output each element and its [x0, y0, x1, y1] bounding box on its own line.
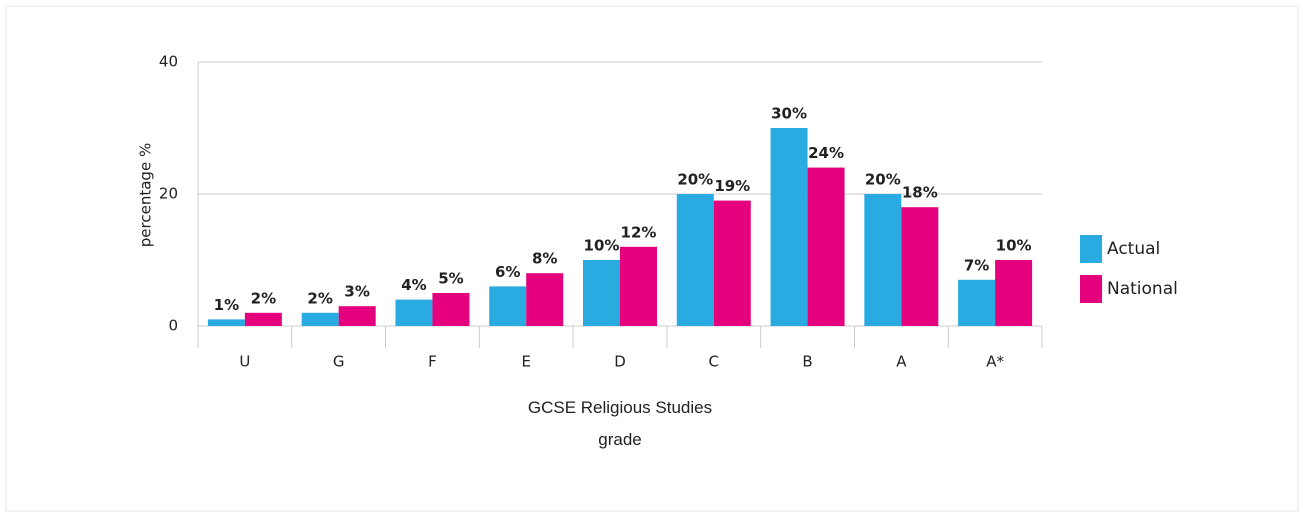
- value-label: 10%: [584, 237, 620, 255]
- bar: [395, 299, 433, 326]
- x-tick-label: A*: [986, 353, 1004, 371]
- legend-label: Actual: [1107, 239, 1160, 259]
- bar: [338, 306, 376, 326]
- value-label: 4%: [401, 276, 426, 294]
- value-label: 12%: [621, 223, 657, 241]
- value-label: 19%: [714, 177, 750, 195]
- legend-label: National: [1107, 279, 1178, 299]
- x-tick-label: F: [428, 353, 437, 371]
- value-label: 8%: [532, 250, 557, 268]
- bar: [901, 207, 939, 326]
- value-label: 5%: [438, 270, 463, 288]
- value-label: 20%: [677, 171, 713, 189]
- bar: [526, 273, 564, 326]
- value-label: 2%: [251, 289, 276, 307]
- x-tick-label: D: [614, 353, 626, 371]
- bar: [207, 319, 245, 326]
- bar: [713, 200, 751, 326]
- legend-swatch: [1080, 235, 1102, 263]
- value-label: 18%: [902, 184, 938, 202]
- value-label: 7%: [964, 256, 989, 274]
- y-tick-label: 20: [159, 185, 178, 203]
- bar: [301, 312, 339, 326]
- value-label: 6%: [495, 263, 520, 281]
- value-label: 10%: [996, 237, 1032, 255]
- bar: [489, 286, 527, 326]
- x-tick-label: G: [333, 353, 345, 371]
- x-tick-label: B: [802, 353, 812, 371]
- y-tick-label: 40: [159, 53, 178, 71]
- value-label: 20%: [865, 171, 901, 189]
- x-tick-label: E: [521, 353, 530, 371]
- bar: [864, 194, 902, 326]
- bar: [958, 279, 996, 326]
- bar: [620, 246, 657, 326]
- value-label: 24%: [808, 144, 844, 162]
- bar: [676, 194, 714, 326]
- x-tick-label: U: [239, 353, 250, 371]
- bar: [995, 260, 1033, 326]
- y-axis-label: percentage %: [137, 143, 155, 247]
- frame: [5, 5, 1299, 512]
- x-tick-label: A: [896, 353, 907, 371]
- x-tick-label: C: [709, 353, 719, 371]
- value-label: 3%: [344, 283, 369, 301]
- bar: [432, 293, 470, 326]
- x-axis-label: GCSE Religious Studies grade: [527, 398, 713, 449]
- bar: [244, 312, 282, 326]
- bar: [583, 260, 620, 326]
- value-label: 2%: [307, 289, 332, 307]
- value-label: 1%: [214, 296, 239, 314]
- bar: [770, 128, 808, 326]
- y-tick-label: 0: [168, 317, 178, 335]
- legend-swatch: [1080, 275, 1102, 303]
- bar: [807, 167, 845, 326]
- value-label: 30%: [771, 105, 807, 123]
